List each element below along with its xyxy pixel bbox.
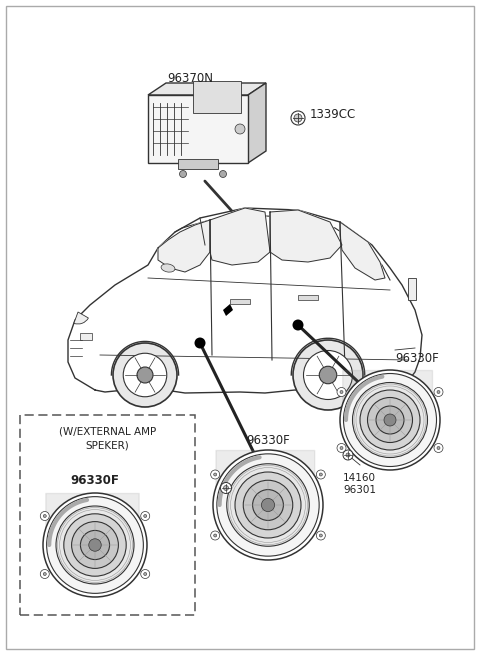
Circle shape <box>343 450 353 460</box>
Text: 14160: 14160 <box>343 473 376 483</box>
Text: 96301: 96301 <box>343 485 376 495</box>
Text: (W/EXTERNAL AMP: (W/EXTERNAL AMP <box>59 426 156 436</box>
Circle shape <box>344 373 436 466</box>
Circle shape <box>56 506 134 584</box>
Polygon shape <box>253 233 265 244</box>
Circle shape <box>211 531 220 540</box>
Circle shape <box>235 472 301 538</box>
Circle shape <box>220 483 231 493</box>
Ellipse shape <box>161 264 175 272</box>
Text: 96330F: 96330F <box>71 474 120 487</box>
Text: 1339CC: 1339CC <box>310 107 356 121</box>
Circle shape <box>384 414 396 426</box>
Circle shape <box>340 390 343 394</box>
Circle shape <box>376 406 404 434</box>
Circle shape <box>180 170 187 178</box>
Polygon shape <box>148 95 248 163</box>
Circle shape <box>43 572 46 576</box>
Circle shape <box>224 485 228 491</box>
Circle shape <box>214 534 216 537</box>
Circle shape <box>64 514 126 576</box>
Circle shape <box>293 340 363 410</box>
Bar <box>230 299 250 304</box>
Polygon shape <box>340 222 385 280</box>
Circle shape <box>352 383 428 457</box>
Circle shape <box>113 343 177 407</box>
Bar <box>20 415 195 615</box>
Circle shape <box>252 489 283 521</box>
Circle shape <box>368 398 412 443</box>
Circle shape <box>346 453 350 457</box>
Circle shape <box>434 443 443 453</box>
Bar <box>193 81 241 113</box>
Circle shape <box>40 569 49 578</box>
Circle shape <box>437 390 440 394</box>
Text: 14160: 14160 <box>216 506 249 516</box>
Wedge shape <box>74 312 88 324</box>
Circle shape <box>243 480 293 530</box>
Text: 96330F: 96330F <box>395 352 439 365</box>
Circle shape <box>337 388 346 396</box>
Bar <box>298 295 318 300</box>
Polygon shape <box>248 83 266 163</box>
Circle shape <box>144 514 147 517</box>
Circle shape <box>217 454 319 556</box>
Polygon shape <box>270 210 342 262</box>
Circle shape <box>214 473 216 476</box>
Bar <box>255 237 264 246</box>
Circle shape <box>434 388 443 396</box>
Bar <box>178 159 218 169</box>
Circle shape <box>319 473 323 476</box>
Circle shape <box>292 320 303 331</box>
Circle shape <box>43 514 46 517</box>
Circle shape <box>360 390 420 450</box>
Circle shape <box>89 539 101 552</box>
Circle shape <box>303 350 352 400</box>
Polygon shape <box>223 304 233 316</box>
Circle shape <box>123 353 167 397</box>
Polygon shape <box>210 208 270 265</box>
Circle shape <box>437 447 440 449</box>
Text: SPEKER): SPEKER) <box>85 440 130 450</box>
Polygon shape <box>158 220 210 272</box>
Text: 96370N: 96370N <box>167 72 213 85</box>
Polygon shape <box>68 208 422 395</box>
Circle shape <box>294 114 302 122</box>
Circle shape <box>291 111 305 125</box>
Circle shape <box>227 464 309 546</box>
Text: 96301: 96301 <box>216 518 249 528</box>
Circle shape <box>43 493 147 597</box>
Circle shape <box>72 521 119 569</box>
Circle shape <box>337 443 346 453</box>
Bar <box>80 333 92 340</box>
Circle shape <box>81 531 109 559</box>
Circle shape <box>319 534 323 537</box>
Circle shape <box>235 124 245 134</box>
Polygon shape <box>148 83 266 95</box>
Circle shape <box>211 470 220 479</box>
Circle shape <box>47 496 144 593</box>
Circle shape <box>316 531 325 540</box>
Text: 96330F: 96330F <box>246 434 290 447</box>
Circle shape <box>144 572 147 576</box>
Circle shape <box>340 447 343 449</box>
Circle shape <box>40 512 49 521</box>
Circle shape <box>194 337 205 348</box>
Circle shape <box>340 370 440 470</box>
Circle shape <box>316 470 325 479</box>
Circle shape <box>319 366 337 384</box>
Circle shape <box>262 498 275 512</box>
Bar <box>408 278 416 300</box>
Circle shape <box>213 450 323 560</box>
Circle shape <box>219 170 227 178</box>
Circle shape <box>137 367 153 383</box>
Circle shape <box>141 569 150 578</box>
Circle shape <box>141 512 150 521</box>
